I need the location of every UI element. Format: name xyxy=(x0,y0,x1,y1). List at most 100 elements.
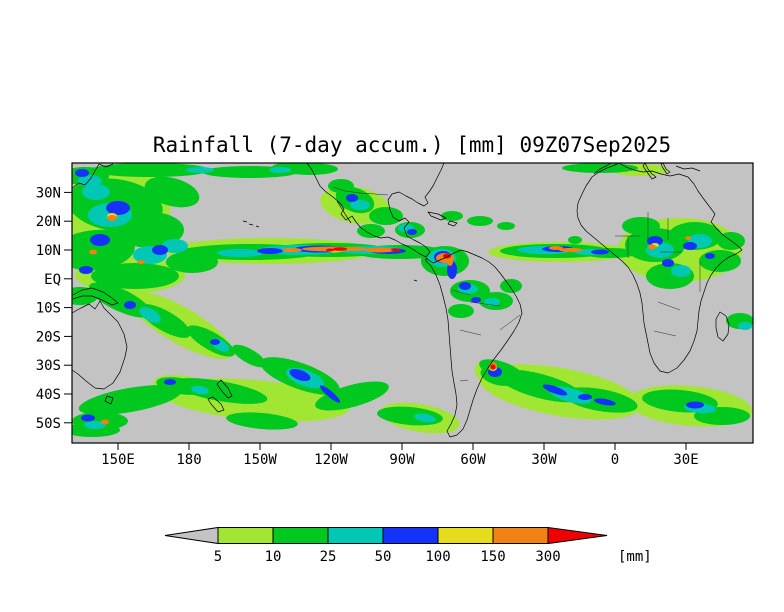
border-lines-north-america xyxy=(332,186,389,196)
colorbar-segment xyxy=(327,527,384,544)
rain-blob xyxy=(447,258,453,266)
x-tick-label: 0 xyxy=(611,452,619,468)
rain-blob xyxy=(738,322,752,330)
rain-blob xyxy=(591,249,609,255)
rain-blob xyxy=(164,379,176,385)
rain-blob xyxy=(217,249,263,257)
rain-blob xyxy=(186,167,214,173)
colorbar-level-label: 100 xyxy=(425,549,450,565)
border-lines-south-america xyxy=(451,289,521,382)
coastline-tasmania xyxy=(104,395,114,405)
rain-blob xyxy=(139,307,161,323)
colorbar-level-label: 10 xyxy=(265,549,282,565)
rain-blob xyxy=(107,215,117,221)
rain-blob xyxy=(124,301,136,309)
rain-blob xyxy=(257,248,283,254)
rain-blob xyxy=(232,344,266,368)
rain-blob xyxy=(106,201,130,215)
rain-blob xyxy=(549,246,563,250)
y-tick-label: 40S xyxy=(36,387,61,403)
x-tick-label: 120W xyxy=(314,452,348,468)
coastline-south-america xyxy=(425,249,523,438)
rain-blob xyxy=(152,245,168,255)
rain-blob xyxy=(144,176,200,208)
x-tick-label: 60W xyxy=(460,452,486,468)
coastline-madagascar xyxy=(715,311,730,342)
rain-blob xyxy=(350,200,370,210)
rain-blob xyxy=(683,242,697,250)
rain-blob xyxy=(662,259,674,267)
coastline-north-america-west xyxy=(306,163,427,258)
rain-blob xyxy=(578,394,592,400)
rain-blob xyxy=(162,239,188,253)
rain-blob xyxy=(594,398,616,406)
rain-blob xyxy=(84,421,106,429)
rain-blob xyxy=(686,401,704,409)
rain-blob xyxy=(191,385,209,395)
coastline-iberia xyxy=(593,163,612,175)
y-tick-label: EQ xyxy=(44,272,61,288)
coastline-turkey xyxy=(675,165,701,172)
rain-blob xyxy=(282,248,302,252)
x-tick-label: 180 xyxy=(176,452,201,468)
rain-blob xyxy=(210,339,220,345)
rain-blob xyxy=(471,297,481,303)
rain-blob xyxy=(459,282,471,290)
colorbar-segment xyxy=(272,527,329,544)
border-lines-africa xyxy=(615,212,701,337)
colorbar-level-label: 150 xyxy=(480,549,505,565)
rain-blob xyxy=(414,413,436,423)
rain-blob xyxy=(448,304,474,318)
coastline-north-america-east xyxy=(387,163,445,258)
x-tick-label: 150W xyxy=(243,452,277,468)
rain-blob xyxy=(78,385,182,415)
rain-blob xyxy=(685,236,691,240)
rain-blob xyxy=(315,381,389,411)
colorbar-level-label: 5 xyxy=(214,549,222,565)
coastline-new-guinea xyxy=(72,287,119,306)
rain-blob xyxy=(705,253,715,259)
colorbar-segment xyxy=(382,527,439,544)
coastline-cuba xyxy=(427,211,447,221)
rain-blob xyxy=(407,229,417,235)
coastline-hispaniola xyxy=(447,220,458,227)
x-tick-label: 150E xyxy=(101,452,135,468)
coastline-galapagos xyxy=(413,279,418,282)
colorbar-level-label: 50 xyxy=(375,549,392,565)
rain-blob xyxy=(671,265,691,277)
rain-blob xyxy=(443,253,451,259)
coastline-hawaii xyxy=(242,220,260,228)
axes-layer: 30N 20N 10N EQ 10S 20S 30S 40S 50S 150E 180 150W 120… xyxy=(36,185,699,468)
y-tick-label: 30S xyxy=(36,358,61,374)
borders-layer xyxy=(332,186,701,382)
rain-blob xyxy=(568,236,582,244)
coastline-new-zealand xyxy=(207,379,233,413)
rain-blob xyxy=(357,224,385,238)
coastline-japan xyxy=(72,163,114,189)
rain-blob xyxy=(81,414,95,422)
coastline-africa xyxy=(576,163,743,374)
coastline-baja xyxy=(336,200,352,224)
rain-blob xyxy=(699,250,741,272)
rain-blob xyxy=(90,163,210,177)
rain-blob xyxy=(562,163,638,173)
coastline-greece xyxy=(660,163,671,175)
rain-blob xyxy=(101,419,109,425)
rain-blob xyxy=(116,212,184,248)
coastline-italy xyxy=(642,163,657,180)
colorbar: 5 10 25 50 100 150 300 xyxy=(164,526,608,565)
rain-blob xyxy=(369,207,403,225)
rain-blob xyxy=(91,263,179,289)
rain-blob xyxy=(542,384,568,396)
colorbar-head-segment xyxy=(547,526,608,545)
rain-blob xyxy=(88,282,152,318)
colorbar-segment xyxy=(492,527,549,544)
rain-blob xyxy=(333,247,347,251)
rain-blob xyxy=(89,249,97,255)
colorbar-segment xyxy=(437,527,494,544)
map-frame xyxy=(71,162,754,444)
x-tick-label: 30E xyxy=(673,452,698,468)
rain-blob xyxy=(441,211,463,221)
rain-blob xyxy=(343,247,367,251)
